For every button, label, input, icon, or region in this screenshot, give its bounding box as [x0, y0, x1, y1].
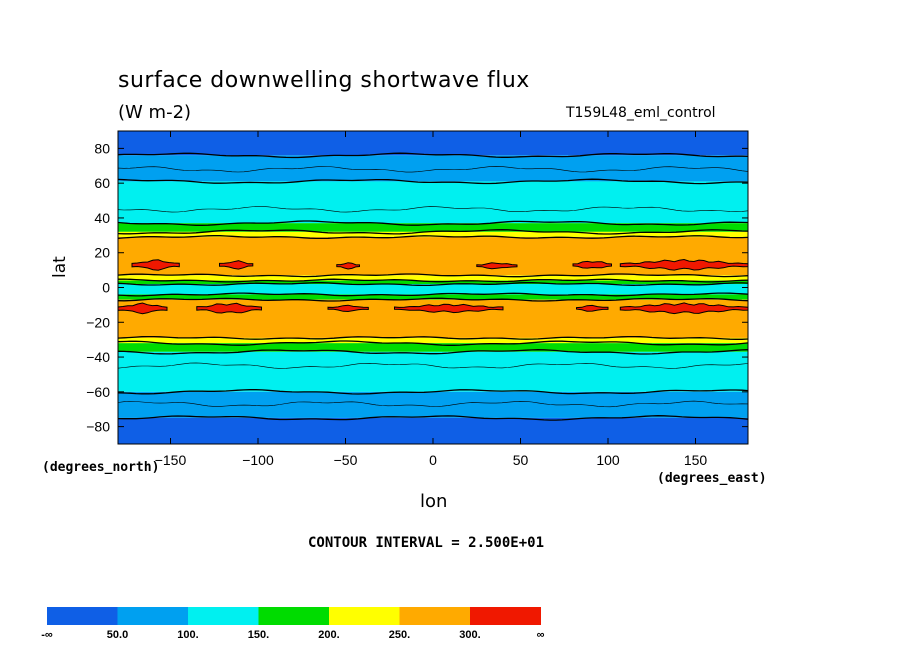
x-axis-units: (degrees_east)	[657, 471, 767, 486]
y-tick-label: −40	[86, 349, 110, 365]
thin-contour-line-1	[117, 206, 749, 213]
colorbar-label-7: ∞	[537, 629, 545, 641]
colorbar-label-0: -∞	[41, 629, 53, 641]
colorbar-swatch-6	[470, 607, 541, 625]
y-tick-label: −20	[86, 314, 110, 330]
colorbar-label-1: 50.0	[107, 629, 128, 641]
colorbar-swatch-2	[188, 607, 259, 625]
y-tick-label: 60	[94, 175, 110, 191]
contour-lines	[117, 152, 749, 421]
colorbar-label-5: 250.	[389, 629, 410, 641]
max-patch-0	[131, 259, 180, 271]
colorbar-label-2: 100.	[177, 629, 198, 641]
band-6	[118, 275, 748, 281]
colorbar-swatch-0	[47, 607, 118, 625]
contour-line-5	[117, 273, 749, 278]
max-patch-4	[572, 260, 612, 269]
contour-line-3	[117, 229, 749, 235]
y-tick-label: −80	[86, 419, 110, 435]
contour-line-10	[117, 335, 749, 340]
x-axis-ticks: −150 −100 −50 0 50 100 150	[155, 131, 708, 468]
colorbar-label-3: 150.	[248, 629, 269, 641]
y-tick-label: −60	[86, 384, 110, 400]
band-14	[118, 391, 748, 418]
contour-line-9	[117, 297, 749, 302]
thin-contour-line-3	[117, 400, 749, 408]
colorbar-label-6: 300.	[459, 629, 480, 641]
contour-line-7	[117, 282, 749, 287]
contour-line-11	[117, 340, 749, 346]
contour-line-14	[117, 415, 749, 421]
x-tick-label: −150	[155, 452, 187, 468]
y-tick-label: 0	[102, 280, 110, 296]
band-3	[118, 223, 748, 232]
band-5	[118, 237, 748, 276]
run-label: T159L48_eml_control	[566, 105, 716, 121]
colorbar: -∞ 50.0 100. 150. 200. 250. 300. ∞	[41, 607, 545, 641]
x-tick-label: 150	[684, 452, 708, 468]
band-4	[118, 231, 748, 238]
band-7	[118, 280, 748, 285]
band-1	[118, 155, 748, 182]
colorbar-swatch-5	[399, 607, 471, 625]
band-13	[118, 351, 748, 392]
colorbar-label-4: 200.	[318, 629, 339, 641]
thin-contour-line-2	[117, 362, 749, 369]
max-patch-2	[336, 262, 360, 270]
chart-title: surface downwelling shortwave flux	[118, 68, 530, 93]
max-patch-6	[117, 302, 168, 315]
contour-line-2	[117, 220, 749, 226]
max-patch-7	[196, 302, 262, 314]
x-tick-label: 50	[513, 452, 529, 468]
max-patch-9	[394, 303, 504, 314]
y-tick-label: 80	[94, 140, 110, 156]
max-patch-1	[219, 260, 254, 270]
x-axis-label: lon	[420, 491, 448, 512]
contour-line-8	[117, 292, 749, 297]
contour-line-1	[117, 178, 749, 185]
max-patch-3	[476, 262, 518, 270]
y-axis-ticks: 80 60 40 20 0 −20 −40 −60 −80	[86, 140, 748, 435]
y-axis-units: (degrees_north)	[42, 460, 160, 475]
y-tick-label: 40	[94, 210, 110, 226]
band-12	[118, 343, 748, 352]
colorbar-swatch-3	[258, 607, 330, 625]
contour-line-6	[118, 278, 749, 283]
contour-bands	[118, 131, 748, 444]
chart-units: (W m-2)	[118, 102, 192, 123]
contour-interval-label: CONTOUR INTERVAL = 2.500E+01	[308, 535, 545, 551]
max-patch-10	[576, 304, 609, 312]
contour-line-13	[117, 389, 749, 395]
max-patch-8	[327, 304, 369, 313]
colorbar-swatch-1	[117, 607, 189, 625]
contour-line-4	[117, 235, 749, 240]
y-tick-label: 20	[94, 245, 110, 261]
x-tick-label: −100	[242, 452, 274, 468]
band-2	[118, 181, 748, 224]
x-tick-label: −50	[334, 452, 358, 468]
thin-contour-line-0	[117, 166, 749, 173]
contour-line-0	[117, 152, 749, 159]
x-tick-label: 100	[596, 452, 620, 468]
band-8	[118, 284, 748, 295]
band-9	[118, 294, 748, 300]
x-tick-label: 0	[429, 452, 437, 468]
colorbar-swatch-4	[329, 607, 400, 625]
band-11	[118, 337, 748, 344]
contour-line-12	[117, 349, 749, 355]
